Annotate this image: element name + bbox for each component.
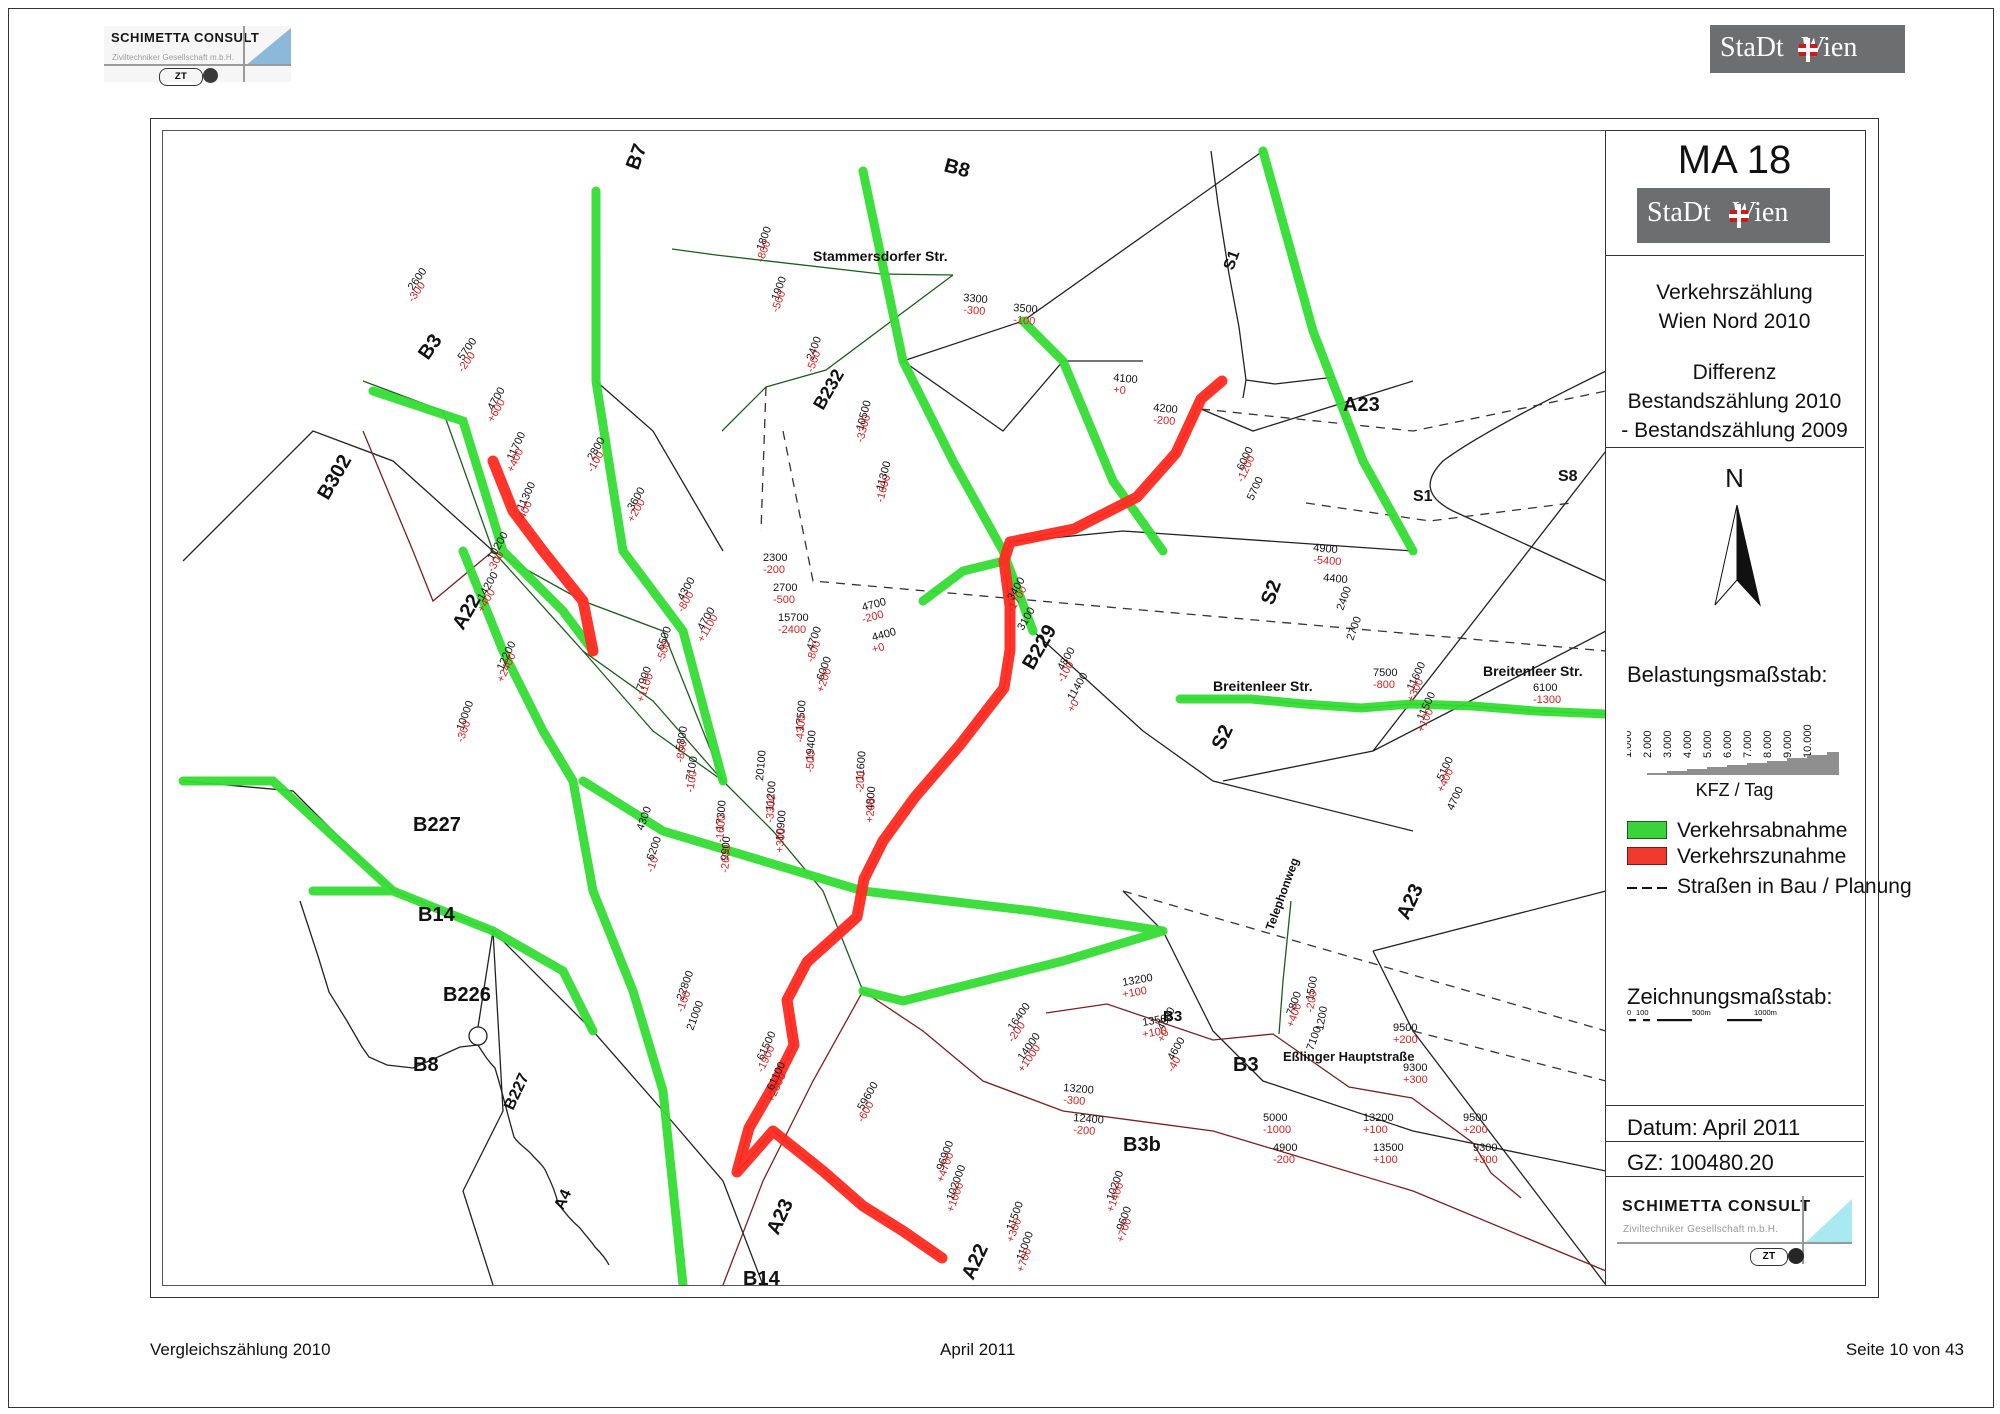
svg-text:2300: 2300	[763, 552, 787, 564]
svg-text:+200: +200	[864, 798, 878, 824]
svg-text:+100: +100	[1363, 1124, 1388, 1136]
svg-text:-100: -100	[684, 770, 700, 794]
svg-text:2400: 2400	[1335, 585, 1355, 612]
svg-text:B226: B226	[443, 984, 491, 1006]
svg-text:S2: S2	[1257, 577, 1286, 608]
svg-text:0: 0	[1627, 1008, 1631, 1017]
svg-text:-200: -200	[763, 564, 785, 576]
svg-text:-500: -500	[773, 594, 795, 606]
svg-text:5000: 5000	[1263, 1112, 1287, 1124]
svg-text:B8: B8	[413, 1054, 439, 1076]
svg-text:1000m: 1000m	[1754, 1008, 1777, 1017]
svg-text:-500: -500	[804, 750, 818, 773]
svg-text:-300: -300	[1063, 1094, 1086, 1108]
svg-text:+0: +0	[1065, 698, 1082, 715]
svg-text:S8: S8	[1558, 468, 1578, 485]
svg-text:13200: 13200	[1363, 1112, 1394, 1124]
svg-text:9300: 9300	[1473, 1142, 1497, 1154]
svg-text:7500: 7500	[1373, 667, 1397, 679]
svg-text:2700: 2700	[1345, 615, 1365, 642]
svg-text:-200: -200	[1273, 1154, 1295, 1166]
svg-text:9300: 9300	[1403, 1062, 1427, 1074]
svg-text:9500: 9500	[1463, 1112, 1487, 1124]
svg-text:Eßlinger Hauptstraße: Eßlinger Hauptstraße	[1283, 1049, 1414, 1064]
svg-text:Stammersdorfer Str.: Stammersdorfer Str.	[813, 248, 948, 264]
svg-text:+0: +0	[871, 641, 886, 656]
svg-text:B14: B14	[743, 1268, 781, 1285]
svg-text:15700: 15700	[778, 612, 809, 624]
svg-text:A22: A22	[958, 1241, 993, 1284]
svg-text:+100: +100	[1373, 1154, 1398, 1166]
svg-text:-2600: -2600	[719, 844, 733, 873]
svg-text:Breitenleer Str.: Breitenleer Str.	[1483, 663, 1583, 679]
svg-text:B8: B8	[942, 155, 972, 183]
svg-text:-200: -200	[1073, 1124, 1096, 1138]
svg-text:+300: +300	[1403, 1074, 1428, 1086]
svg-text:-1000: -1000	[1263, 1124, 1291, 1136]
svg-text:100: 100	[1636, 1008, 1649, 1017]
svg-text:B3b: B3b	[1123, 1134, 1161, 1156]
svg-text:A23: A23	[1393, 881, 1428, 924]
svg-text:4400: 4400	[871, 626, 898, 644]
svg-text:B227: B227	[413, 814, 461, 836]
svg-text:-1300: -1300	[1533, 694, 1561, 706]
svg-text:-100: -100	[1013, 314, 1036, 328]
svg-text:S2: S2	[1208, 722, 1238, 753]
svg-text:S1: S1	[1221, 248, 1244, 272]
svg-text:A23: A23	[1343, 394, 1380, 416]
svg-text:-5400: -5400	[1313, 554, 1342, 568]
svg-text:B3: B3	[1233, 1054, 1259, 1076]
svg-text:B14: B14	[418, 904, 456, 926]
svg-text:B227: B227	[501, 1071, 533, 1113]
svg-text:B302: B302	[313, 451, 356, 503]
svg-text:-200: -200	[1153, 414, 1176, 428]
svg-text:B3: B3	[414, 330, 447, 364]
svg-text:2700: 2700	[773, 582, 797, 594]
svg-text:+300: +300	[1473, 1154, 1498, 1166]
svg-text:A23: A23	[763, 1196, 798, 1239]
svg-text:-800: -800	[1373, 679, 1395, 691]
svg-text:13500: 13500	[1373, 1142, 1404, 1154]
svg-text:+0: +0	[1113, 384, 1127, 397]
svg-text:+200: +200	[1463, 1124, 1488, 1136]
svg-text:9500: 9500	[1393, 1022, 1417, 1034]
svg-text:7100: 7100	[1305, 1025, 1325, 1052]
svg-text:Breitenleer Str.: Breitenleer Str.	[1213, 678, 1313, 694]
svg-text:Telephonweg: Telephonweg	[1263, 856, 1302, 932]
svg-text:-2400: -2400	[778, 624, 806, 636]
svg-text:-300: -300	[963, 304, 986, 318]
svg-text:+200: +200	[1393, 1034, 1418, 1046]
svg-text:4400: 4400	[1323, 572, 1348, 586]
svg-text:+300: +300	[774, 828, 788, 854]
svg-text:4900: 4900	[1273, 1142, 1297, 1154]
svg-text:20100: 20100	[754, 750, 769, 782]
svg-text:500m: 500m	[1692, 1008, 1711, 1017]
svg-text:S1: S1	[1413, 488, 1433, 505]
svg-text:6100: 6100	[1533, 682, 1557, 694]
svg-text:B7: B7	[622, 141, 651, 173]
